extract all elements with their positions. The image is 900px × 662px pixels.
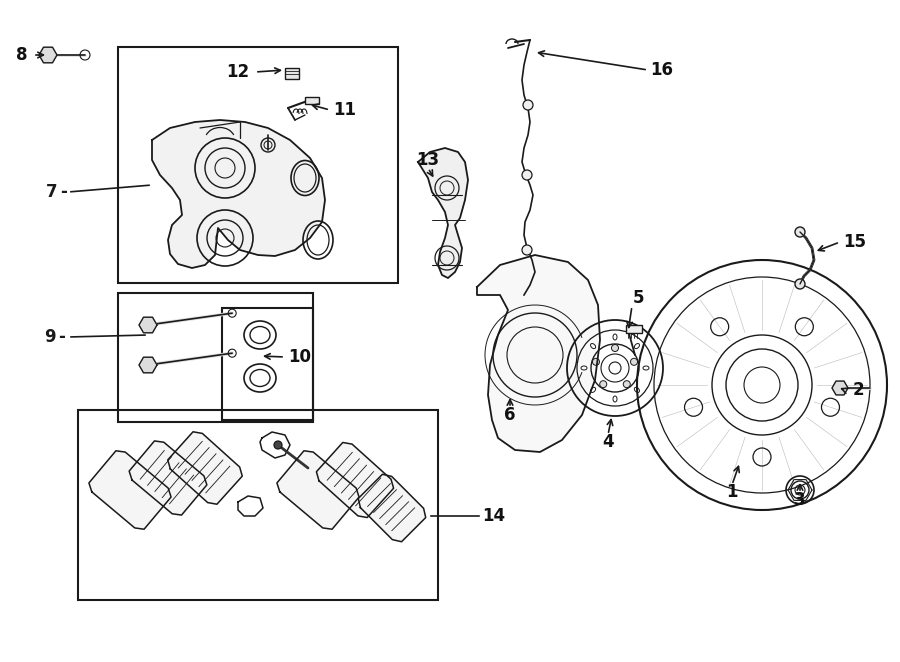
Text: 16: 16: [651, 61, 673, 79]
Polygon shape: [139, 357, 157, 373]
Text: -: -: [58, 328, 65, 346]
Bar: [78, 410, 438, 600]
Text: 15: 15: [843, 233, 867, 251]
Polygon shape: [139, 317, 157, 333]
Polygon shape: [832, 381, 848, 395]
Text: 2: 2: [852, 381, 864, 399]
Text: 10: 10: [289, 348, 311, 366]
Text: 14: 14: [482, 507, 506, 525]
Polygon shape: [167, 432, 242, 504]
Circle shape: [624, 381, 630, 388]
Text: 9: 9: [44, 328, 56, 346]
Circle shape: [631, 358, 637, 365]
Bar: [118, 47, 398, 283]
Circle shape: [795, 279, 805, 289]
Text: 11: 11: [334, 101, 356, 119]
Polygon shape: [277, 451, 359, 529]
Text: 1: 1: [726, 483, 738, 501]
Text: 13: 13: [417, 151, 439, 169]
Text: 12: 12: [227, 63, 249, 81]
Polygon shape: [129, 441, 207, 515]
Text: 8: 8: [16, 46, 28, 64]
Polygon shape: [152, 120, 325, 268]
Text: 5: 5: [632, 289, 644, 307]
Bar: [626, 325, 642, 333]
Circle shape: [523, 100, 533, 110]
Circle shape: [611, 344, 618, 352]
Bar: [285, 68, 299, 79]
Circle shape: [522, 245, 532, 255]
Polygon shape: [418, 148, 468, 278]
Circle shape: [599, 381, 607, 388]
Text: 7: 7: [46, 183, 58, 201]
Circle shape: [261, 138, 275, 152]
Circle shape: [592, 358, 599, 365]
Circle shape: [274, 441, 282, 449]
Text: 3: 3: [794, 491, 806, 509]
Polygon shape: [39, 47, 57, 63]
Bar: [118, 293, 313, 422]
Circle shape: [795, 227, 805, 237]
Polygon shape: [358, 474, 426, 542]
Polygon shape: [89, 451, 171, 529]
Circle shape: [522, 170, 532, 180]
Text: 6: 6: [504, 406, 516, 424]
Polygon shape: [317, 442, 393, 518]
Text: -: -: [60, 183, 67, 201]
Text: 4: 4: [602, 433, 614, 451]
Bar: [222, 308, 313, 420]
Bar: [305, 97, 319, 104]
Polygon shape: [477, 255, 600, 452]
